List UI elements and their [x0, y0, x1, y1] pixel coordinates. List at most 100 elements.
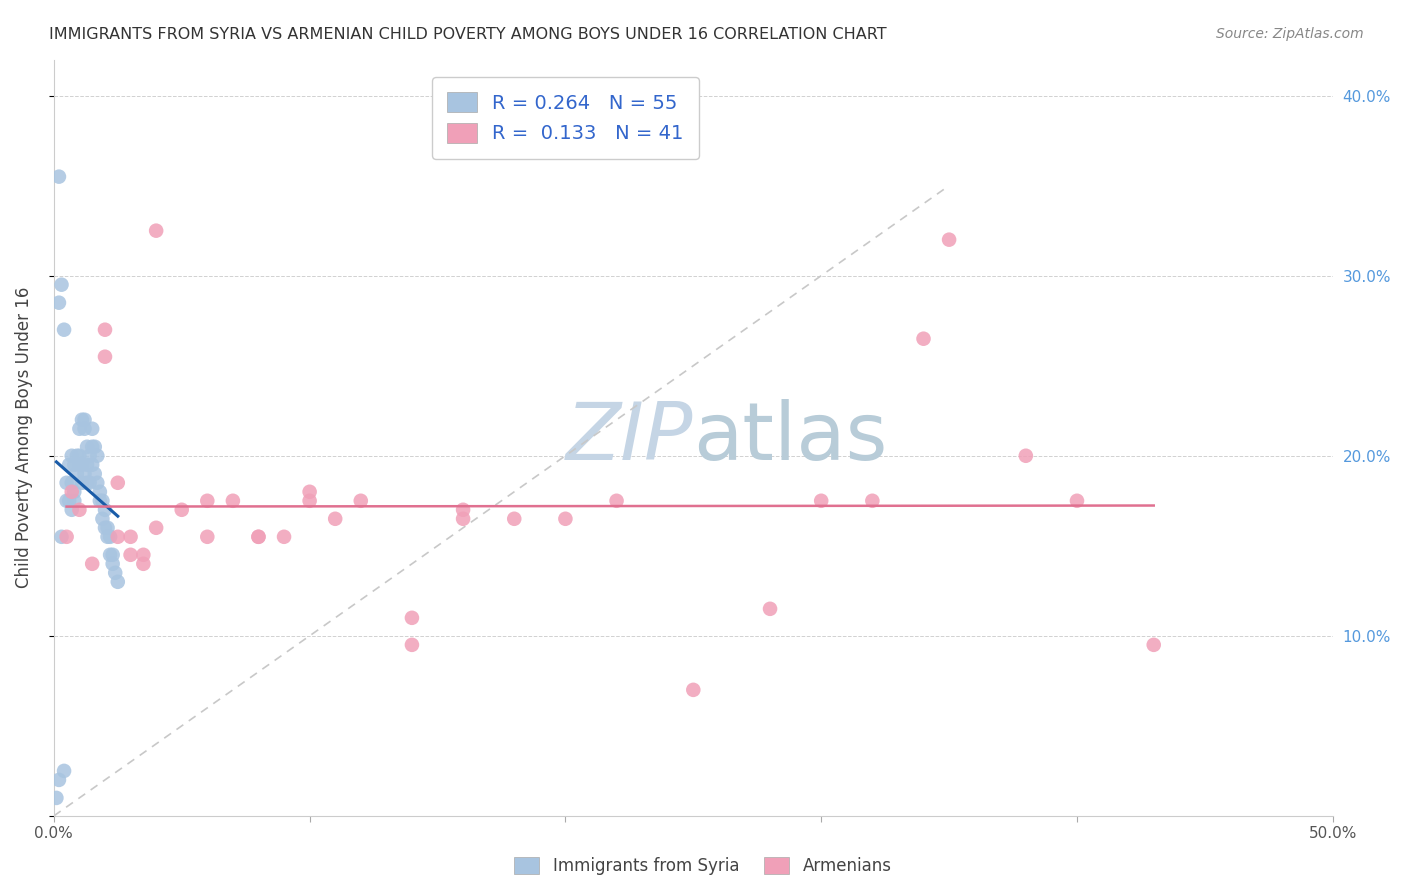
Point — [1143, 638, 1166, 652]
Point — [195, 493, 218, 508]
Point — [70, 475, 93, 490]
Point — [73, 467, 96, 481]
Point — [247, 530, 270, 544]
Point — [120, 530, 142, 544]
Legend: Immigrants from Syria, Armenians: Immigrants from Syria, Armenians — [506, 849, 900, 884]
Point — [860, 493, 883, 508]
Point — [120, 548, 142, 562]
Point — [45, 791, 67, 805]
Point — [79, 475, 101, 490]
Point — [76, 440, 98, 454]
Point — [58, 458, 80, 472]
Point — [101, 548, 124, 562]
Point — [145, 521, 167, 535]
Point — [94, 350, 117, 364]
Point — [67, 458, 90, 472]
Point — [1015, 449, 1038, 463]
Point — [60, 449, 83, 463]
Point — [58, 493, 80, 508]
Point — [53, 323, 76, 337]
Text: Source: ZipAtlas.com: Source: ZipAtlas.com — [1216, 27, 1364, 41]
Point — [91, 512, 114, 526]
Point — [554, 512, 576, 526]
Point — [55, 475, 77, 490]
Point — [145, 224, 167, 238]
Point — [86, 475, 108, 490]
Point — [51, 530, 73, 544]
Point — [222, 493, 245, 508]
Point — [104, 566, 127, 580]
Point — [82, 440, 104, 454]
Point — [89, 493, 111, 508]
Point — [76, 458, 98, 472]
Point — [606, 493, 628, 508]
Point — [48, 169, 70, 184]
Point — [63, 484, 86, 499]
Point — [63, 493, 86, 508]
Point — [810, 493, 832, 508]
Point — [132, 557, 155, 571]
Point — [48, 772, 70, 787]
Point — [96, 521, 118, 535]
Point — [76, 475, 98, 490]
Point — [298, 484, 321, 499]
Point — [55, 493, 77, 508]
Point — [323, 512, 346, 526]
Point — [67, 503, 90, 517]
Point — [350, 493, 373, 508]
Point — [682, 682, 704, 697]
Point — [91, 493, 114, 508]
Point — [66, 467, 89, 481]
Point — [170, 503, 193, 517]
Point — [67, 449, 90, 463]
Point — [60, 475, 83, 490]
Point — [70, 458, 93, 472]
Point — [94, 503, 117, 517]
Point — [53, 764, 76, 778]
Point — [107, 475, 129, 490]
Point — [938, 233, 960, 247]
Point — [247, 530, 270, 544]
Point — [55, 530, 77, 544]
Point — [94, 323, 117, 337]
Point — [451, 503, 474, 517]
Point — [96, 530, 118, 544]
Point — [60, 503, 83, 517]
Point — [82, 557, 104, 571]
Point — [195, 530, 218, 544]
Point — [101, 557, 124, 571]
Point — [451, 512, 474, 526]
Point — [132, 548, 155, 562]
Point — [401, 638, 423, 652]
Legend: R = 0.264   N = 55, R =  0.133   N = 41: R = 0.264 N = 55, R = 0.133 N = 41 — [432, 77, 699, 159]
Point — [82, 458, 104, 472]
Point — [67, 422, 90, 436]
Point — [66, 449, 89, 463]
Point — [503, 512, 526, 526]
Point — [89, 484, 111, 499]
Text: atlas: atlas — [693, 399, 887, 476]
Point — [60, 484, 83, 499]
Point — [1066, 493, 1088, 508]
Text: ZIP: ZIP — [567, 399, 693, 476]
Point — [79, 449, 101, 463]
Point — [83, 440, 105, 454]
Point — [70, 413, 93, 427]
Text: IMMIGRANTS FROM SYRIA VS ARMENIAN CHILD POVERTY AMONG BOYS UNDER 16 CORRELATION : IMMIGRANTS FROM SYRIA VS ARMENIAN CHILD … — [49, 27, 887, 42]
Point — [107, 530, 129, 544]
Y-axis label: Child Poverty Among Boys Under 16: Child Poverty Among Boys Under 16 — [15, 287, 32, 589]
Point — [73, 422, 96, 436]
Point — [298, 493, 321, 508]
Point — [98, 530, 121, 544]
Point — [51, 277, 73, 292]
Point — [63, 458, 86, 472]
Point — [273, 530, 295, 544]
Point — [912, 332, 935, 346]
Point — [83, 467, 105, 481]
Point — [759, 602, 782, 616]
Point — [98, 548, 121, 562]
Point — [401, 611, 423, 625]
Point — [48, 295, 70, 310]
Point — [86, 449, 108, 463]
Point — [94, 521, 117, 535]
